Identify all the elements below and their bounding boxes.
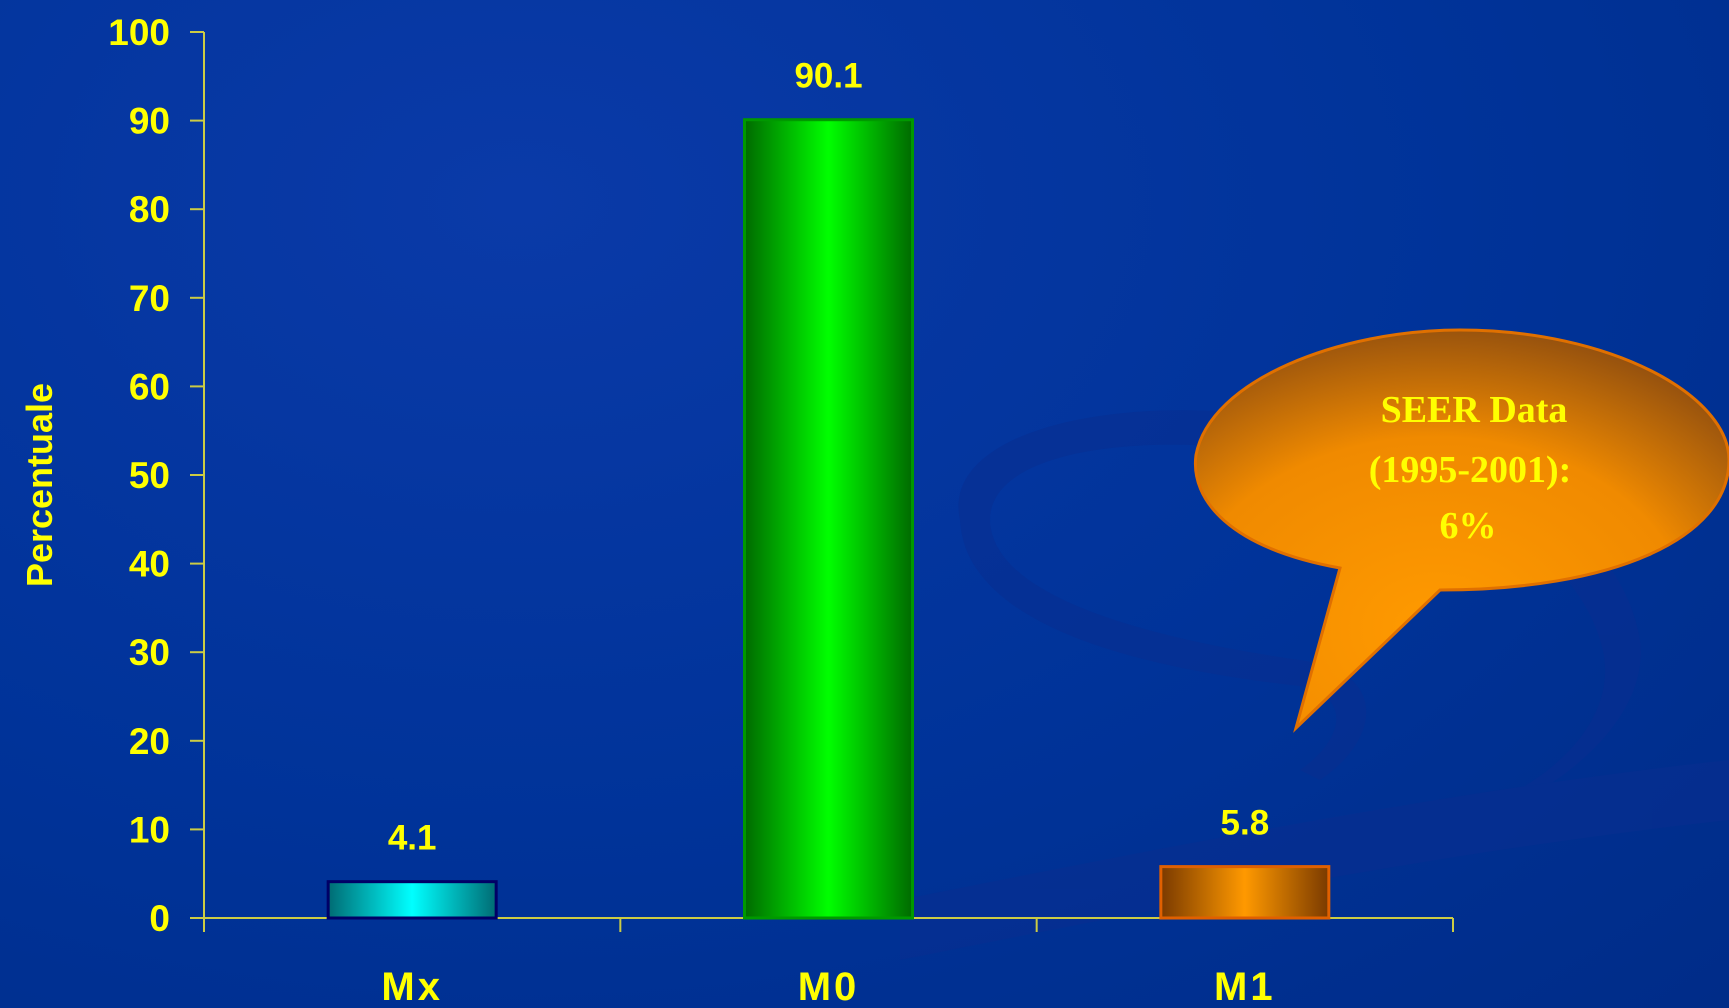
- bars: [326, 118, 1331, 920]
- data-label-mx: 4.1: [388, 819, 437, 858]
- y-tick-label: 40: [129, 544, 170, 585]
- y-tick-label: 50: [129, 455, 170, 496]
- callout-line-1: SEER Data: [1381, 389, 1568, 431]
- data-label-m1: 5.8: [1221, 804, 1270, 843]
- category-label-mx: Mx: [381, 965, 443, 1008]
- bar-mx: [326, 880, 498, 920]
- callout-line-3: 6%: [1440, 505, 1497, 547]
- data-labels: 4.1 90.1 5.8: [388, 57, 1269, 858]
- callout-line-2: (1995-2001):: [1369, 449, 1572, 491]
- y-tick-label: 0: [149, 898, 170, 939]
- category-labels: Mx M0 M1: [381, 965, 1276, 1008]
- y-tick-label: 70: [129, 278, 170, 319]
- category-label-m1: M1: [1214, 965, 1276, 1008]
- callout-shape: [1193, 328, 1729, 733]
- y-tick-label: 30: [129, 632, 170, 673]
- background-swoosh: [900, 410, 1729, 960]
- y-tick-label: 60: [129, 366, 170, 407]
- category-label-m0: M0: [798, 965, 860, 1008]
- y-tick-labels: 0 10 20 30 40 50 60 70 80 90 100: [108, 12, 170, 939]
- y-tick-label: 80: [129, 189, 170, 230]
- bar-m1: [1159, 865, 1331, 920]
- y-tick-label: 10: [129, 809, 170, 850]
- y-tick-label: 90: [129, 101, 170, 142]
- data-label-m0: 90.1: [794, 57, 862, 96]
- y-tick-label: 20: [129, 721, 170, 762]
- callout-bubble: SEER Data (1995-2001): 6%: [1193, 328, 1729, 733]
- bar-m0: [743, 118, 914, 920]
- y-axis-title: Percentuale: [19, 383, 60, 587]
- y-tick-label: 100: [108, 12, 170, 53]
